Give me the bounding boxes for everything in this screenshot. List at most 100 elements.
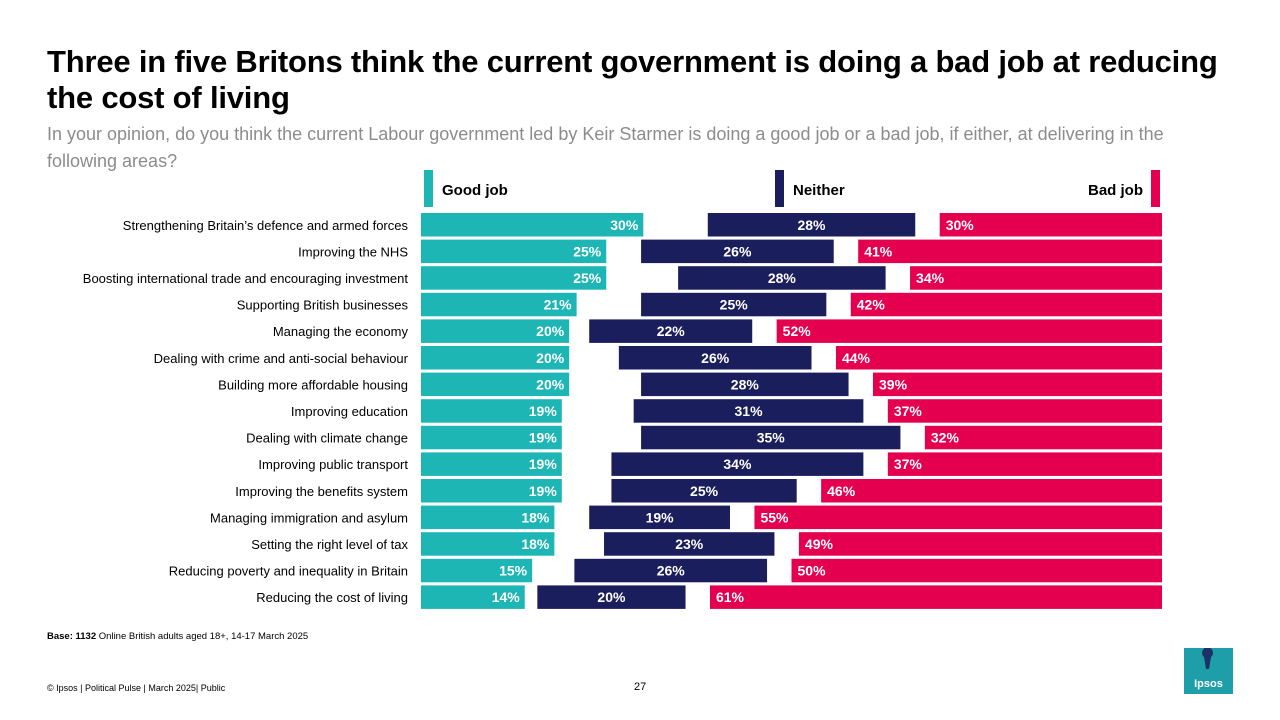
value-label-bad: 44% bbox=[842, 350, 871, 366]
bar-good bbox=[421, 319, 570, 343]
bar-bad bbox=[709, 585, 1162, 609]
value-label-good: 19% bbox=[529, 403, 558, 419]
value-label-bad: 32% bbox=[931, 430, 960, 446]
value-label-bad: 37% bbox=[894, 456, 923, 472]
value-label-bad: 50% bbox=[798, 563, 827, 579]
bar-bad bbox=[887, 399, 1162, 423]
page-number: 27 bbox=[634, 681, 647, 693]
value-label-good: 19% bbox=[529, 483, 558, 499]
legend-swatch-bad bbox=[1151, 170, 1160, 207]
value-label-bad: 30% bbox=[946, 217, 975, 233]
value-label-bad: 42% bbox=[857, 297, 886, 313]
bar-neither bbox=[641, 239, 834, 264]
bar-neither bbox=[589, 319, 753, 343]
category-label: Strengthening Britain’s defence and arme… bbox=[123, 218, 409, 233]
value-label-good: 14% bbox=[492, 589, 521, 605]
value-label-neither: 23% bbox=[675, 536, 704, 552]
value-label-bad: 46% bbox=[827, 483, 856, 499]
bar-neither bbox=[611, 479, 797, 503]
category-label: Improving the NHS bbox=[298, 244, 408, 259]
bar-bad bbox=[887, 452, 1162, 476]
value-label-good: 20% bbox=[536, 350, 565, 366]
bar-neither bbox=[641, 292, 827, 317]
bar-bad bbox=[858, 239, 1162, 264]
legend-swatch-good bbox=[424, 170, 433, 207]
category-label: Improving public transport bbox=[258, 457, 408, 472]
value-label-bad: 34% bbox=[916, 270, 945, 286]
category-label: Reducing the cost of living bbox=[256, 590, 408, 605]
value-label-bad: 37% bbox=[894, 403, 923, 419]
ipsos-logo: Ipsos bbox=[1184, 647, 1233, 694]
bar-good bbox=[421, 585, 525, 609]
bar-bad bbox=[791, 558, 1162, 583]
base-text: Online British adults aged 18+, 14-17 Ma… bbox=[98, 631, 309, 642]
bar-bad bbox=[939, 213, 1162, 237]
value-label-neither: 22% bbox=[657, 323, 686, 339]
value-label-bad: 52% bbox=[783, 323, 812, 339]
category-label: Supporting British businesses bbox=[237, 298, 409, 313]
value-label-good: 20% bbox=[536, 376, 565, 392]
category-label: Boosting international trade and encoura… bbox=[83, 271, 409, 286]
bar-good bbox=[421, 425, 562, 450]
category-label: Improving the benefits system bbox=[235, 484, 408, 499]
bar-good bbox=[421, 558, 533, 583]
bar-neither bbox=[574, 558, 768, 583]
bar-bad bbox=[798, 532, 1162, 556]
logo-mark-icon bbox=[1202, 647, 1213, 669]
base-label: Base: bbox=[47, 631, 73, 642]
bar-neither bbox=[707, 213, 916, 237]
page-title: Three in five Britons think the current … bbox=[47, 44, 1218, 115]
bar-good bbox=[421, 266, 607, 290]
value-label-neither: 26% bbox=[657, 563, 686, 579]
value-label-good: 19% bbox=[529, 430, 558, 446]
category-label: Setting the right level of tax bbox=[251, 537, 408, 552]
bar-neither bbox=[589, 505, 730, 530]
question-subtitle: In your opinion, do you think the curren… bbox=[47, 124, 1164, 171]
bar-neither bbox=[618, 346, 812, 370]
value-label-good: 25% bbox=[573, 270, 602, 286]
category-label: Dealing with climate change bbox=[246, 431, 408, 446]
category-label: Building more affordable housing bbox=[218, 377, 408, 392]
bar-neither bbox=[633, 399, 864, 423]
legend-label-neither: Neither bbox=[793, 182, 845, 199]
value-label-good: 18% bbox=[521, 509, 550, 525]
value-label-neither: 28% bbox=[731, 376, 760, 392]
category-label: Managing the economy bbox=[273, 324, 409, 339]
bar-good bbox=[421, 239, 607, 264]
logo-text: Ipsos bbox=[1194, 678, 1223, 690]
bar-bad bbox=[821, 479, 1162, 503]
bar-neither bbox=[537, 585, 686, 609]
value-label-good: 25% bbox=[573, 243, 602, 259]
value-label-neither: 26% bbox=[723, 243, 752, 259]
value-label-neither: 35% bbox=[757, 430, 786, 446]
category-label: Improving education bbox=[291, 404, 408, 419]
bar-bad bbox=[835, 346, 1162, 370]
bar-good bbox=[421, 505, 555, 530]
value-label-neither: 19% bbox=[646, 509, 675, 525]
bar-neither bbox=[678, 266, 886, 290]
category-label: Managing immigration and asylum bbox=[210, 510, 408, 525]
bar-good bbox=[421, 292, 577, 317]
bar-good bbox=[421, 479, 562, 503]
bar-bad bbox=[754, 505, 1162, 530]
bar-good bbox=[421, 532, 555, 556]
value-label-good: 20% bbox=[536, 323, 565, 339]
bar-neither bbox=[641, 425, 901, 450]
base-value: 1132 bbox=[75, 631, 97, 642]
legend-label-bad: Bad job bbox=[1088, 182, 1143, 199]
value-label-bad: 49% bbox=[805, 536, 834, 552]
value-label-good: 30% bbox=[610, 217, 639, 233]
bar-bad bbox=[850, 292, 1162, 317]
legend-swatch-neither bbox=[775, 170, 784, 207]
value-label-neither: 20% bbox=[597, 589, 626, 605]
footer-text: © Ipsos | Political Pulse | March 2025| … bbox=[47, 683, 226, 693]
value-label-neither: 25% bbox=[690, 483, 719, 499]
value-label-good: 18% bbox=[521, 536, 550, 552]
category-label: Reducing poverty and inequality in Brita… bbox=[169, 564, 408, 579]
value-label-neither: 31% bbox=[735, 403, 764, 419]
value-label-good: 15% bbox=[499, 563, 528, 579]
value-label-bad: 55% bbox=[760, 509, 789, 525]
bar-bad bbox=[924, 425, 1162, 450]
bar-neither bbox=[641, 372, 849, 397]
value-label-good: 21% bbox=[544, 297, 573, 313]
